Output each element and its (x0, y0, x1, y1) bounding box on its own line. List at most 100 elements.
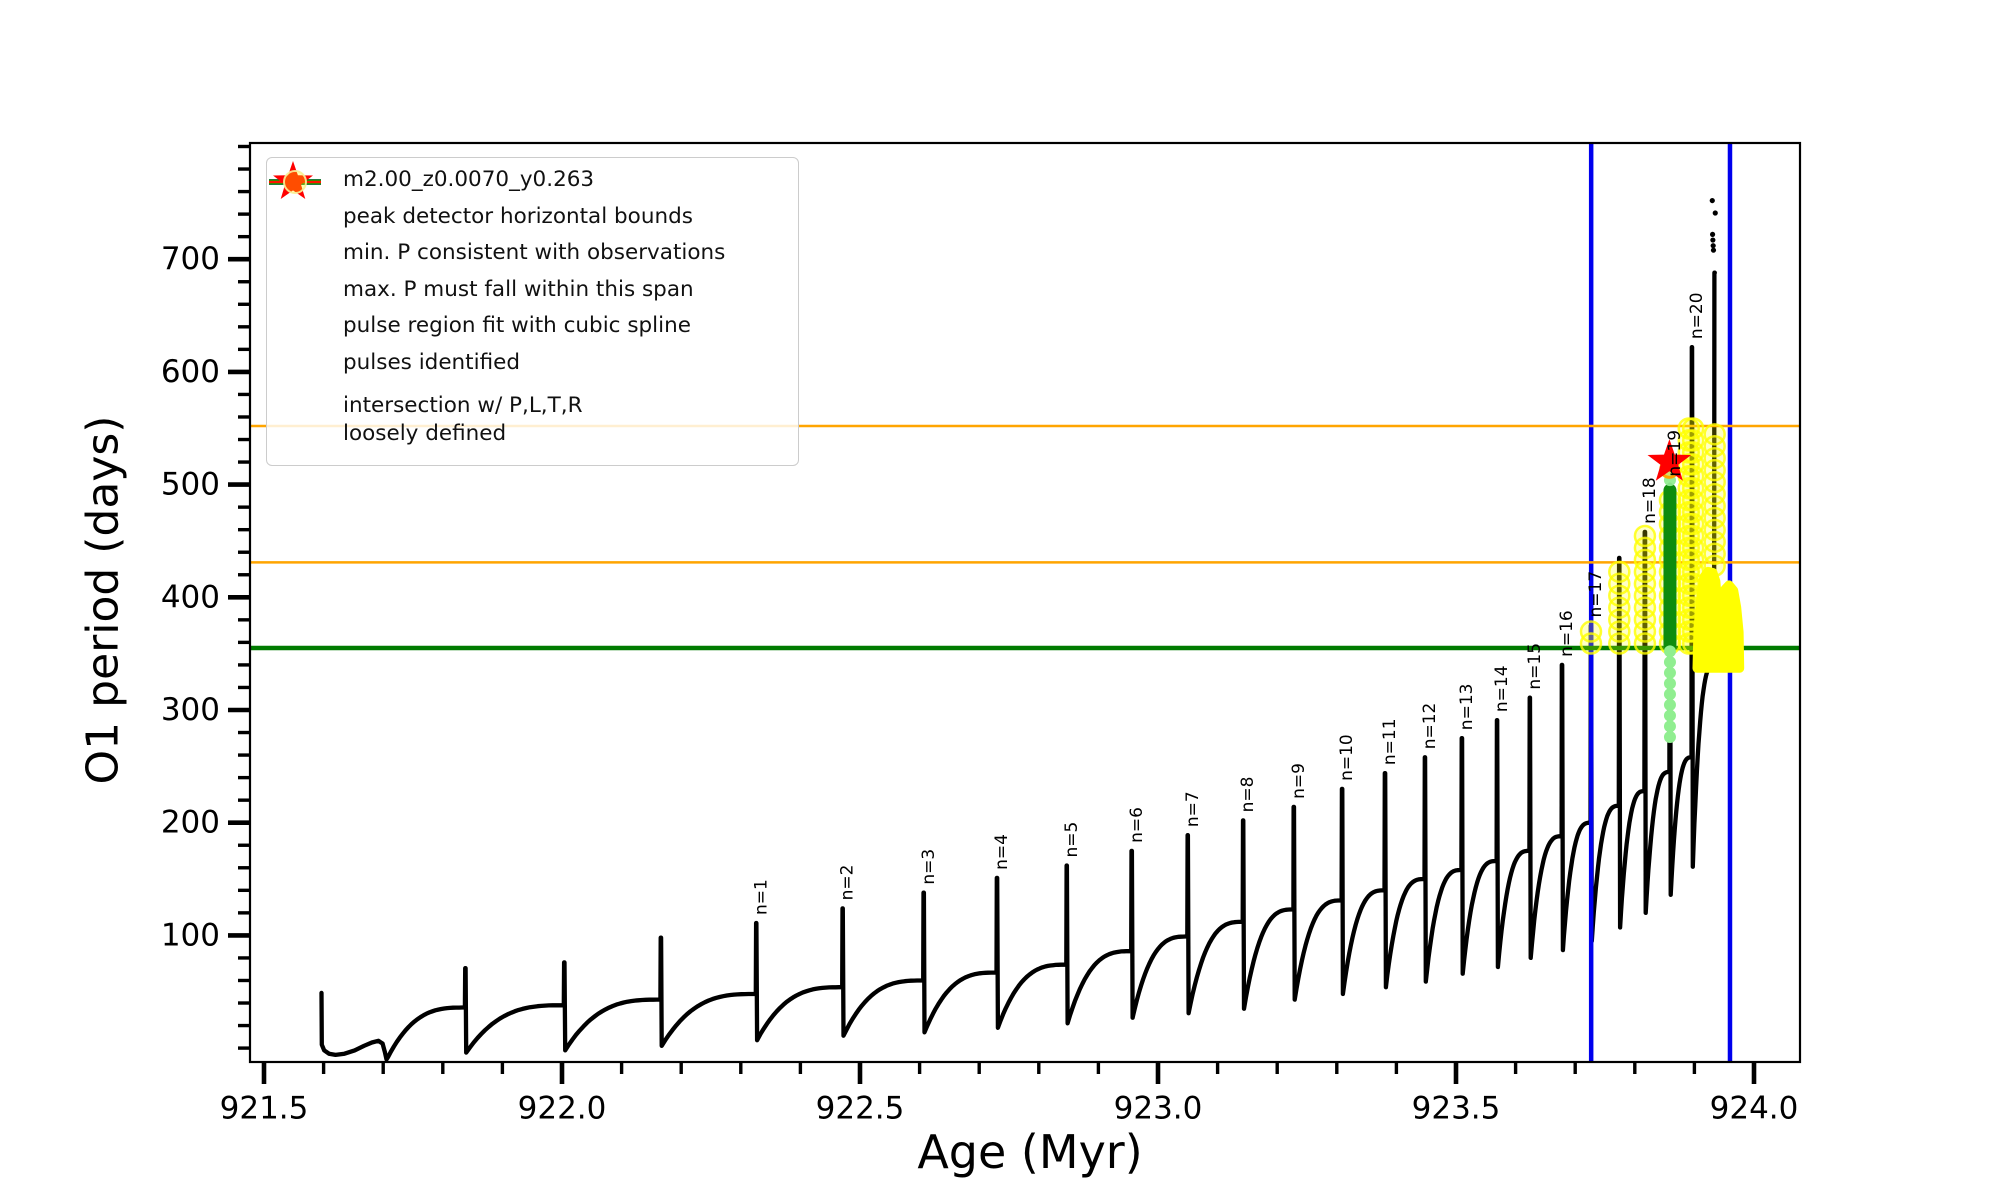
intersection-ring (1633, 548, 1657, 572)
spline-dot (1663, 677, 1676, 690)
x-tick-label: 921.5 (220, 1090, 309, 1126)
intersection-ring (1633, 620, 1657, 643)
intersection-ring (1633, 632, 1657, 655)
legend-item-min-p: min. P consistent with observations (267, 179, 798, 272)
intersection-blob (1692, 566, 1745, 673)
x-tick-label: 922.0 (518, 1090, 607, 1126)
x-tick-label: 924.0 (1710, 1090, 1799, 1126)
intersection-ring (1703, 542, 1726, 566)
pulse-number-label: n=17 (1586, 571, 1606, 618)
y-tick-label: 500 (161, 467, 220, 503)
intersection-ring (1703, 506, 1726, 530)
pulse-number-label: n=8 (1238, 777, 1258, 813)
x-tick-label: 922.5 (816, 1090, 905, 1126)
y-tick-label: 400 (161, 579, 220, 615)
pulse-number-label: n=4 (992, 834, 1012, 870)
legend-item-pulses: pulses identified (267, 161, 798, 382)
intersection-ring (1579, 632, 1603, 655)
pulse-number-label: n=10 (1337, 734, 1357, 781)
intersection-ring (1633, 524, 1657, 548)
legend-item-peak-bounds: peak detector horizontal bounds (267, 179, 798, 236)
spline-dot (1663, 666, 1676, 679)
pulse-number-label: n=9 (1289, 763, 1309, 799)
intersection-ring (1633, 608, 1657, 631)
pulse-identified-star (1647, 439, 1692, 481)
legend-label: pulse region fit with cubic spline (343, 313, 691, 339)
legend-label: m2.00_z0.0070_y0.263 (343, 167, 595, 193)
intersection-ring (1681, 536, 1705, 560)
x-tick-label: 923.0 (1114, 1090, 1203, 1126)
spline-dot (1663, 688, 1676, 701)
intersection-ring (1703, 518, 1726, 542)
legend-item-spline: pulse region fit with cubic spline (267, 177, 798, 345)
intersection-ring (1703, 470, 1726, 494)
intersection-ring (1608, 620, 1631, 643)
pulse-number-label: n=14 (1492, 665, 1512, 712)
intersection-ring (1681, 488, 1705, 512)
spline-dot (1663, 720, 1676, 733)
intersection-ring (1703, 435, 1726, 458)
intersection-ring (1681, 512, 1705, 536)
pulse-number-label: n=16 (1557, 610, 1577, 657)
legend-label: pulses identified (343, 349, 521, 375)
y-tick-label: 300 (161, 692, 220, 728)
spline-dot (1663, 645, 1676, 658)
intersection-ring (1633, 596, 1657, 619)
pulse-number-label: n=15 (1525, 643, 1545, 690)
intersection-ring (1633, 536, 1657, 560)
legend-label: max. P must fall within this span (343, 276, 694, 302)
intersection-ring (1703, 530, 1726, 554)
legend-item-track: m2.00_z0.0070_y0.263 (267, 162, 798, 199)
intersection-ring (1681, 500, 1705, 524)
legend-item-intersection: intersection w/ P,L,T,R loosely defined (267, 170, 798, 459)
track-end-dot (1709, 197, 1715, 204)
x-tick-label: 923.5 (1412, 1090, 1501, 1126)
intersection-ring (1608, 584, 1631, 607)
spline-dot (1663, 656, 1676, 669)
intersection-ring (1703, 423, 1726, 446)
pulse-number-label: n=18 (1640, 477, 1660, 524)
spline-dot (1663, 731, 1676, 744)
intersection-ring (1633, 584, 1657, 607)
intersection-ring (1703, 482, 1726, 506)
intersection-ring (1633, 560, 1657, 584)
spline-dot (1663, 709, 1676, 722)
track-end-dot (1710, 237, 1716, 243)
intersection-ring (1703, 458, 1726, 482)
intersection-ring (1681, 453, 1705, 476)
intersection-ring (1608, 608, 1631, 631)
intersection-ring (1633, 572, 1657, 596)
pulse-number-label: n=5 (1062, 822, 1082, 858)
intersection-ring (1681, 441, 1705, 464)
legend-label: peak detector horizontal bounds (343, 203, 693, 229)
track-end-dot (1710, 247, 1717, 253)
y-tick-label: 100 (161, 917, 220, 953)
axis-ticks: 921.5 922.0 922.5 923.0 923.5 924.0 100 200 300 4… (161, 144, 1799, 1126)
legend: m2.00_z0.0070_y0.263 peak detector horiz… (266, 157, 799, 466)
intersection-ring (1703, 446, 1726, 470)
pulse-number-label: n=7 (1183, 791, 1203, 827)
intersection-ring (1703, 494, 1726, 518)
track-end-dot (1709, 231, 1716, 238)
intersection-ring (1681, 465, 1705, 488)
pulse-number-label: n=13 (1457, 684, 1477, 731)
x-axis-label: Age (Myr) (917, 1125, 1143, 1179)
intersection-ring (1681, 524, 1705, 548)
pulse-number-label: n=11 (1380, 718, 1400, 765)
legend-item-max-p: max. P must fall within this span (267, 180, 798, 309)
pulse-number-label: n=20 (1687, 292, 1707, 339)
intersection-ring (1681, 476, 1705, 500)
pulse-number-label: n=12 (1420, 703, 1440, 750)
intersection-ring (1579, 620, 1603, 643)
intersection-ring (1608, 572, 1631, 596)
pulse-number-label: n=3 (919, 849, 939, 885)
plot-border (248, 141, 1802, 1064)
pulse-number-label: n=19 (1665, 430, 1685, 477)
y-axis-label: O1 period (days) (77, 415, 129, 785)
legend-label: min. P consistent with observations (343, 240, 726, 266)
track-end-dot (1712, 210, 1718, 216)
intersection-ring (1681, 417, 1705, 440)
track-end-dot (1710, 243, 1716, 249)
y-tick-label: 700 (161, 241, 220, 277)
